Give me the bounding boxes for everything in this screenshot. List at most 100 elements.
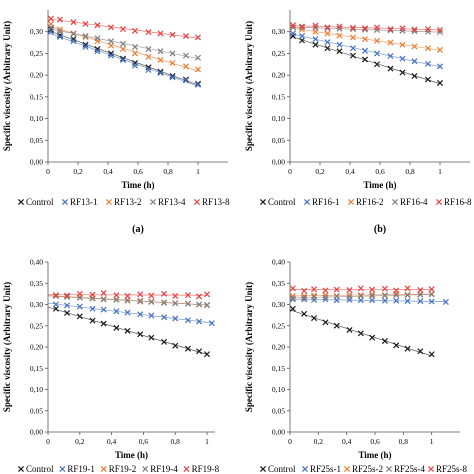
data-point xyxy=(417,291,424,298)
y-tick-label: 0,25 xyxy=(30,321,43,330)
data-point xyxy=(196,293,203,300)
data-point xyxy=(289,305,296,312)
data-point xyxy=(346,326,353,334)
data-point xyxy=(424,45,432,52)
data-point xyxy=(82,33,89,40)
data-point xyxy=(194,54,202,61)
data-point xyxy=(119,40,127,47)
data-point xyxy=(47,24,55,31)
data-point xyxy=(204,291,211,298)
legend-marker xyxy=(105,198,113,206)
data-point xyxy=(428,298,435,305)
data-point xyxy=(172,315,179,322)
x-tick-label: 0 xyxy=(46,167,50,176)
data-point xyxy=(70,30,77,37)
data-point xyxy=(124,292,131,300)
data-point xyxy=(346,287,353,294)
x-axis-title: Time (h) xyxy=(115,450,148,460)
data-point xyxy=(131,50,139,57)
data-point xyxy=(442,298,449,305)
data-point xyxy=(349,52,357,59)
data-point xyxy=(373,24,381,31)
data-point xyxy=(387,26,394,33)
chart-panel-2: 0,00 0,05 0,10 0,15 0,20 0,25 0,30 0 0,2 0,4 0,6 0,… xyxy=(244,10,472,235)
legend-label: RF19-2 xyxy=(109,464,137,474)
data-point xyxy=(89,317,96,324)
legend-item: Control xyxy=(259,197,296,207)
legend-label: RF25s-1 xyxy=(310,464,341,474)
x-axis-title: Time (h) xyxy=(358,450,391,460)
data-point xyxy=(113,296,120,303)
series-RF13-1 xyxy=(47,28,202,88)
data-point xyxy=(182,77,190,84)
data-point xyxy=(399,69,406,76)
data-point xyxy=(204,351,211,358)
data-point xyxy=(298,23,306,30)
legend-item: RF13-8 xyxy=(193,197,230,207)
data-point xyxy=(393,297,400,304)
data-point xyxy=(312,36,319,43)
data-point xyxy=(404,345,411,352)
data-point xyxy=(436,46,444,53)
data-point xyxy=(424,76,432,83)
y-axis-title: Specific viscosity (Arbitrary Unit) xyxy=(2,21,12,151)
chart-panel-4: 0,00 0,05 0,10 0,15 0,20 0,25 0,30 0,35 0,40 0 0,2… xyxy=(244,258,468,474)
data-point xyxy=(424,60,432,67)
series-RF16-8 xyxy=(289,22,444,34)
data-point xyxy=(311,293,318,300)
y-tick-label: 0,20 xyxy=(30,343,43,352)
data-point xyxy=(196,348,203,355)
data-point xyxy=(107,52,115,59)
legend-item: RF16-8 xyxy=(435,197,472,207)
legend-item: RF25s-4 xyxy=(385,464,426,474)
x-tick-label: 1 xyxy=(438,167,442,176)
data-point xyxy=(169,31,176,38)
data-point xyxy=(357,285,364,292)
data-point xyxy=(137,311,144,318)
data-point xyxy=(137,331,144,338)
data-point xyxy=(64,302,71,309)
x-tick-label: 0,2 xyxy=(75,437,85,446)
series-RF16-1 xyxy=(289,30,444,70)
data-point xyxy=(324,39,331,46)
data-point xyxy=(172,300,179,307)
legend-marker xyxy=(303,198,311,206)
y-tick-label: 0,30 xyxy=(30,300,43,309)
legend-label: RF13-2 xyxy=(114,197,142,207)
data-point xyxy=(196,301,203,308)
data-point xyxy=(70,19,77,26)
y-tick-label: 0,40 xyxy=(30,258,43,267)
data-point xyxy=(322,287,329,294)
data-point xyxy=(381,338,388,345)
legend-item: RF16-4 xyxy=(391,197,428,207)
data-point xyxy=(113,308,120,315)
y-tick-label: 0,05 xyxy=(272,406,285,415)
data-point xyxy=(70,36,77,43)
y-tick-label: 0,00 xyxy=(272,158,285,167)
data-point xyxy=(119,56,127,63)
legend-label: RF25s-8 xyxy=(436,464,468,474)
data-point xyxy=(311,286,318,293)
data-point xyxy=(404,298,411,305)
data-point xyxy=(333,322,340,329)
data-point xyxy=(124,327,131,334)
x-tick-label: 0,6 xyxy=(375,167,385,176)
legend-marker xyxy=(259,465,267,473)
y-tick-label: 0,30 xyxy=(272,27,285,36)
data-point xyxy=(428,291,435,298)
data-point xyxy=(436,29,444,36)
data-point xyxy=(361,25,369,32)
y-axis-title: Specific viscosity (Arbitrary Unit) xyxy=(244,21,254,151)
series-RF13-4 xyxy=(47,24,202,61)
data-point xyxy=(131,43,139,50)
data-point xyxy=(52,301,59,308)
data-point xyxy=(436,26,444,34)
series-Control xyxy=(289,33,444,86)
data-point xyxy=(89,305,96,312)
data-point xyxy=(124,309,131,316)
data-point xyxy=(64,292,71,299)
y-tick-label: 0,00 xyxy=(30,158,43,167)
data-point xyxy=(76,290,83,297)
data-point xyxy=(361,36,369,43)
